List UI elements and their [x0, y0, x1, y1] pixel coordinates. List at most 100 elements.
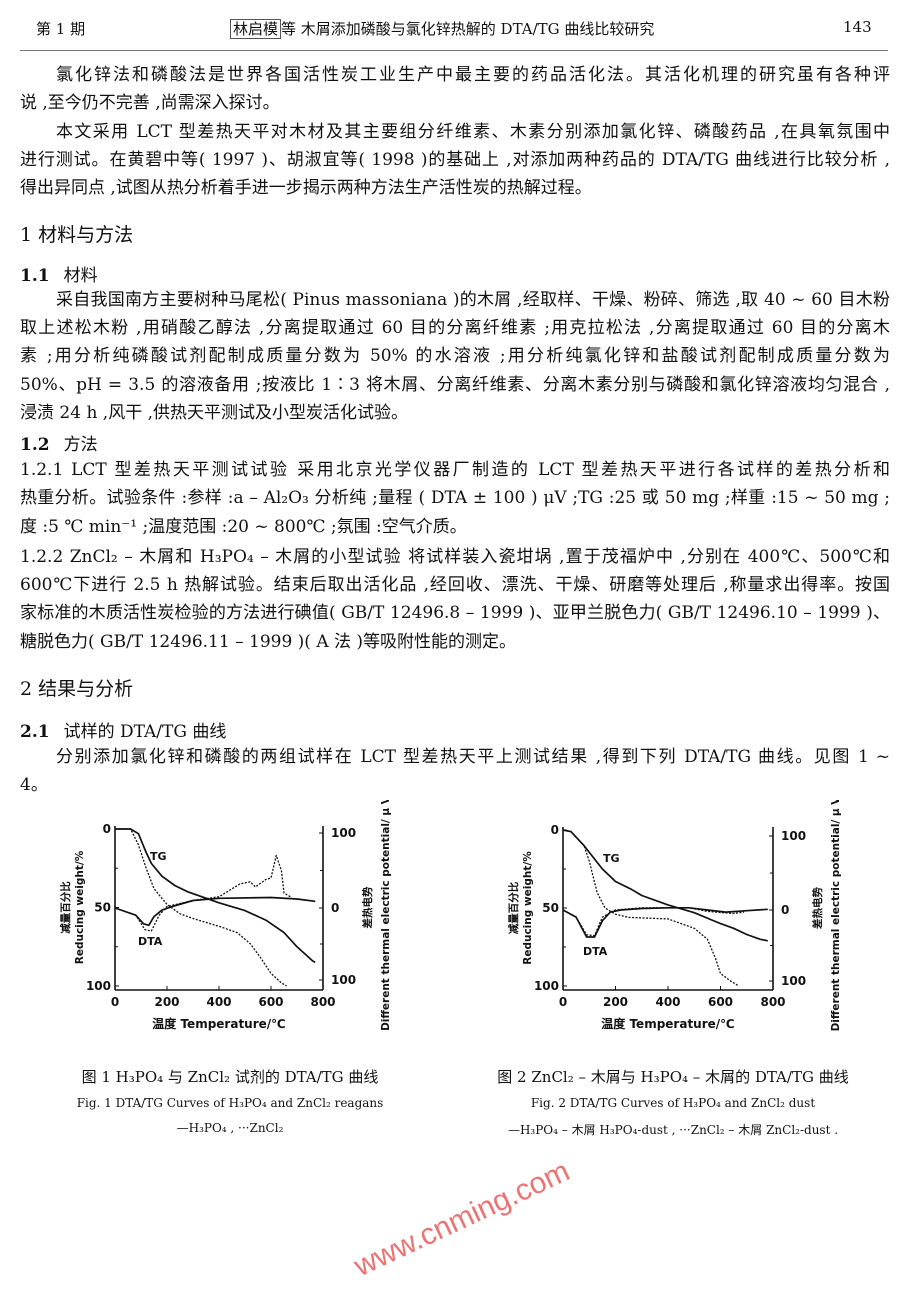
paragraph-line: 热重分析。试验条件 :参样 :a – Al₂O₃ 分析纯 ;量程 ( DTA ±… [20, 488, 890, 508]
paragraph-line: 氯化锌法和磷酸法是世界各国活性炭工业生产中最主要的药品活化法。其活化机理的研究虽… [56, 65, 890, 85]
figure-2-caption-cn: 图 2 ZnCl₂ – 木屑与 H₃PO₄ – 木屑的 DTA/TG 曲线 [497, 1068, 849, 1086]
x-tick-label: 800 [760, 995, 785, 1009]
axis-label-cn-line: 减量百分比 [507, 881, 520, 934]
axis-label-cn: 减量百分比 [507, 881, 520, 934]
figure-1-caption-en: Fig. 1 DTA/TG Curves of H₃PO₄ and ZnCl₂ … [76, 1096, 384, 1110]
subsection-number: 2.1 [20, 722, 50, 742]
figure-2-caption-en: Fig. 2 DTA/TG Curves of H₃PO₄ and ZnCl₂ … [530, 1096, 816, 1110]
paragraph-line: 进行测试。在黄碧中等( 1997 )、胡淑宜等( 1998 )的基础上 ,对添加… [20, 150, 890, 170]
dta-solid-curve [562, 906, 768, 938]
subsection-heading: 1.2 方法 [20, 430, 98, 455]
paragraph-line: 4。 [20, 775, 48, 795]
x-tick-label: 200 [154, 995, 179, 1009]
subsection-heading: 2.1 试样的 DTA/TG 曲线 [20, 717, 226, 742]
issue-number: 第 1 期 [36, 20, 86, 38]
paragraph-line: 1.2.1 LCT 型差热天平测试试验 采用北京光学仪器厂制造的 LCT 型差热… [20, 460, 890, 480]
y2-tick-label: 100 [781, 974, 806, 988]
y-axis-label-group: 减量百分比 Reducing weight/% [59, 850, 86, 964]
paragraph-line: 家标准的木质活性炭检验的方法进行碘值( GB/T 12496.8 – 1999 … [20, 603, 890, 623]
subsection-number: 1.1 [20, 266, 50, 286]
figure-2-legend: —H₃PO₄ – 木屑 H₃PO₄-dust , ···ZnCl₂ – 木屑 Z… [507, 1123, 839, 1137]
paragraph-line: 600℃下进行 2.5 h 热解试验。结束后取出活化品 ,经回收、漂洗、干燥、研… [20, 575, 890, 595]
y-tick-label: 100 [86, 979, 111, 993]
dta-solid-curve [114, 896, 316, 927]
dta-dotted-curve [114, 854, 293, 932]
paragraph-line: 糖脱色力( GB/T 12496.11 – 1999 )( A 法 )等吸附性能… [20, 632, 517, 652]
dta-annotation: DTA [583, 945, 608, 958]
axis-label-en: Reducing weight/% [522, 851, 534, 965]
paragraph-line: 度 :5 ℃ min⁻¹ ;温度范围 :20 ~ 800℃ ;氛围 :空气介质。 [20, 517, 467, 537]
x-tick-label: 0 [559, 995, 567, 1009]
x-tick-label: 600 [708, 995, 733, 1009]
paragraph-line: 本文采用 LCT 型差热天平对木材及其主要组分纤维素、木素分别添加氯化锌、磷酸药… [56, 122, 890, 142]
header-rule [20, 50, 888, 51]
axis-label-en: Different thermal electric potential/ μ … [830, 800, 842, 1031]
dta-annotation: DTA [138, 935, 163, 948]
axis-label-cn-line: 差热电势 [811, 887, 824, 929]
subsection-heading: 1.1 材料 [20, 261, 98, 286]
y2-tick-label: 100 [331, 826, 356, 840]
x-tick-label: 400 [655, 995, 680, 1009]
dta-dotted-curve [562, 907, 745, 937]
axis-label-cn: 差热电势 [811, 887, 824, 929]
paragraph-line: 浸渍 24 h ,风干 ,供热天平测试及小型炭活化试验。 [20, 403, 409, 423]
y2-tick-label: 100 [331, 973, 356, 987]
y2-tick-label: 100 [781, 829, 806, 843]
x-tick-label: 0 [111, 995, 119, 1009]
subsection-title: 材料 [63, 266, 98, 286]
figure-1-caption-cn: 图 1 H₃PO₄ 与 ZnCl₂ 试剂的 DTA/TG 曲线 [81, 1068, 379, 1086]
paragraph-line: 说 ,至今仍不完善 ,尚需深入探讨。 [20, 93, 280, 113]
y2-axis-label-group: 差热电势 Different thermal electric potential… [361, 800, 392, 1031]
axis-label-cn-line: 差热电势 [361, 886, 374, 928]
y-tick-label: 50 [94, 901, 111, 915]
x-tick-label: 800 [310, 995, 335, 1009]
y2-tick-label: 0 [331, 901, 339, 915]
y-tick-label: 100 [534, 979, 559, 993]
paragraph-line: 取上述松木粉 ,用硝酸乙醇法 ,分离提取通过 60 目的分离纤维素 ;用克拉松法… [20, 318, 890, 338]
y2-axis-label-group: 差热电势 Different thermal electric potential… [811, 800, 842, 1031]
running-title-text: 等 木屑添加磷酸与氯化锌热解的 DTA/TG 曲线比较研究 [281, 20, 655, 38]
page-number: 143 [843, 18, 872, 36]
tg-dotted-curve [115, 828, 287, 987]
watermark: www.cnming.com [349, 1154, 575, 1284]
axis-label-en-line: Different thermal electric potential/ μ … [830, 800, 842, 1031]
running-title: 林启模等 木屑添加磷酸与氯化锌热解的 DTA/TG 曲线比较研究 [230, 18, 654, 39]
paragraph-line: 50%、pH = 3.5 的溶液备用 ;按液比 1∶3 将木屑、分离纤维素、分离… [20, 375, 890, 395]
axis-label-cn: 差热电势 [361, 886, 374, 928]
section-heading: 2 结果与分析 [20, 678, 134, 700]
paragraph-line: 采自我国南方主要树种马尾松( Pinus massoniana )的木屑 ,经取… [56, 290, 890, 310]
paragraph-line: 1.2.2 ZnCl₂ – 木屑和 H₃PO₄ – 木屑的小型试验 将试样装入瓷… [20, 547, 890, 567]
tg-dotted-curve [562, 829, 740, 987]
x-axis-label: 温度 Temperature/℃ [601, 1016, 734, 1031]
y-tick-label: 0 [551, 823, 559, 837]
y-tick-label: 50 [542, 901, 559, 915]
subsection-title: 试样的 DTA/TG 曲线 [63, 722, 227, 742]
axis-label-en: Reducing weight/% [74, 850, 86, 964]
y2-tick-label: 0 [781, 903, 789, 917]
paragraph-line: 得出异同点 ,试图从热分析着手进一步揭示两种方法生产活性炭的热解过程。 [20, 178, 592, 198]
tg-annotation: TG [150, 850, 167, 863]
x-tick-label: 400 [206, 995, 231, 1009]
axis-label-en-line: Reducing weight/% [74, 850, 86, 964]
subsection-title: 方法 [63, 435, 98, 455]
y-axis-label-group: 减量百分比 Reducing weight/% [507, 851, 534, 965]
y-tick-label: 0 [103, 822, 111, 836]
x-axis-label: 温度 Temperature/℃ [152, 1016, 285, 1031]
axis-label-en-line: Different thermal electric potential/ μ … [380, 800, 392, 1031]
tg-annotation: TG [603, 852, 620, 865]
axis-label-cn-line: 减量百分比 [59, 881, 72, 934]
tg-solid-curve [562, 829, 768, 942]
figure-1-legend: —H₃PO₄ , ···ZnCl₂ [176, 1121, 284, 1135]
x-tick-label: 200 [603, 995, 628, 1009]
author-name: 林启模 [230, 19, 282, 39]
axis-label-en-line: Reducing weight/% [522, 851, 534, 965]
tg-solid-curve [115, 828, 316, 964]
section-heading: 1 材料与方法 [20, 224, 134, 246]
paragraph-line: 分别添加氯化锌和磷酸的两组试样在 LCT 型差热天平上测试结果 ,得到下列 DT… [56, 747, 890, 767]
axis-label-en: Different thermal electric potential/ μ … [380, 800, 392, 1031]
x-tick-label: 600 [258, 995, 283, 1009]
paragraph-line: 素 ;用分析纯磷酸试剂配制成质量分数为 50% 的水溶液 ;用分析纯氯化锌和盐酸… [20, 346, 890, 366]
axis-label-cn: 减量百分比 [59, 881, 72, 934]
